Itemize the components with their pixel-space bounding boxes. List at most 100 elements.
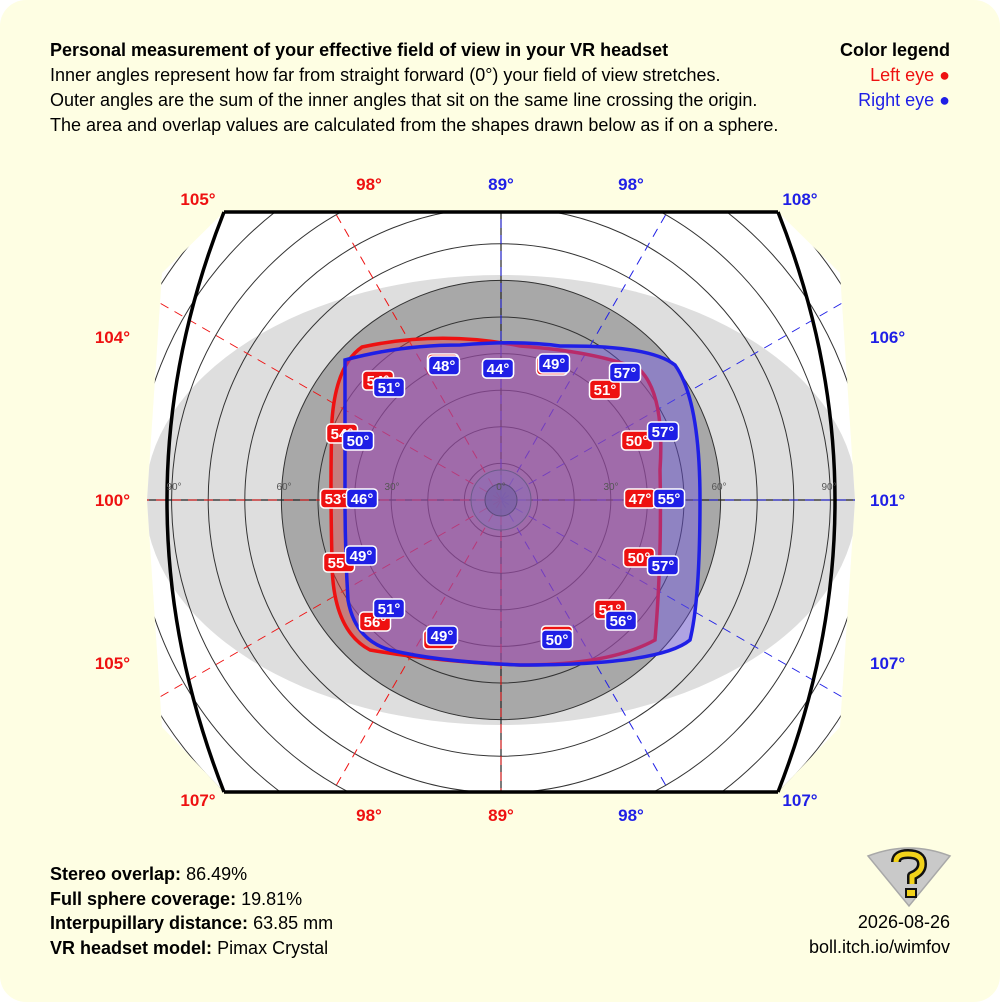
stat-coverage-value: 19.81% (241, 888, 303, 909)
right-eye-inner-label: 50° (540, 629, 574, 650)
right-eye-inner-label-text: 50° (347, 433, 370, 450)
footer: 2026-08-26 boll.itch.io/wimfov (809, 910, 950, 959)
right-eye-inner-label-bg (372, 598, 406, 619)
outer-label-bottom: 98° (356, 806, 382, 825)
outer-label-bottom: 107° (782, 791, 817, 810)
right-eye-inner-label-bg (646, 421, 680, 442)
right-eye-inner-label-bg (608, 362, 642, 383)
right-eye-inner-label-text: 55° (658, 491, 681, 508)
stat-ipd-value: 63.85 mm (253, 913, 334, 933)
legend-title: Color legend (839, 40, 950, 60)
legend-left-eye: Left eye ● (870, 65, 950, 85)
right-eye-inner-label: 49° (344, 545, 378, 566)
left-eye-inner-label-bg (588, 379, 622, 400)
stat-coverage: Full sphere coverage: 19.81% (50, 887, 333, 912)
right-eye-inner-label-bg (604, 610, 638, 631)
left-eye-inner-label-text: 50° (628, 550, 651, 567)
right-eye-inner-label-text: 51° (378, 380, 401, 397)
right-eye-inner-label-bg (540, 629, 574, 650)
spoke-150 (147, 249, 502, 501)
outer-label-bottom: 89° (488, 806, 514, 825)
right-eye-inner-label-text: 50° (546, 632, 569, 649)
stat-model: VR headset model: Pimax Crystal (50, 936, 333, 961)
ring-label: 90° (821, 482, 836, 493)
right-eye-inner-label-bg (646, 555, 680, 576)
wimfov-logo-icon (866, 847, 952, 908)
right-eye-inner-label-text: 46° (351, 491, 374, 508)
right-eye-inner-label-bg (345, 488, 379, 509)
spoke-120 (250, 212, 502, 501)
footer-date: 2026-08-26 (857, 912, 950, 932)
left-eye-inner-label-text: 51° (594, 382, 617, 399)
right-eye-inner-label-text: 44° (487, 361, 510, 378)
left-eye-inner-label-text: 53° (325, 491, 348, 508)
right-eye-inner-label-text: 49° (350, 548, 373, 565)
ring-label: 60° (276, 482, 291, 493)
right-eye-inner-label: 51° (372, 598, 406, 619)
left-eye-inner-label: 53° (319, 488, 353, 509)
outer-label-top: 108° (782, 190, 817, 209)
spoke-30 (500, 249, 855, 501)
outer-label-right: 107° (870, 654, 905, 673)
ring-label: 30° (384, 482, 399, 493)
left-eye-inner-label-text: 47° (629, 491, 652, 508)
outer-label-bottom: 98° (618, 806, 644, 825)
chart-title: Personal measurement of your effective f… (50, 40, 669, 60)
left-eye-inner-label: 50° (620, 430, 654, 451)
left-eye-inner-label: 47° (623, 488, 657, 509)
stats-panel: Stereo overlap: 86.49% Full sphere cover… (50, 862, 333, 960)
spoke-60 (500, 212, 752, 501)
legend-right-eye: Right eye ● (858, 90, 950, 110)
stat-ipd: Interpupillary distance: 63.85 mm (50, 911, 333, 936)
right-eye-inner-label-text: 57° (614, 365, 637, 382)
spoke-330 (500, 499, 855, 751)
right-eye-inner-label: 55° (652, 488, 686, 509)
spoke-300 (500, 499, 752, 792)
stat-model-value: Pimax Crystal (217, 937, 329, 958)
right-eye-inner-label: 49° (537, 353, 571, 374)
right-eye-inner-label: 57° (646, 555, 680, 576)
right-eye-inner-label: 46° (345, 488, 379, 509)
ring-label: 60° (711, 482, 726, 493)
ring-label: 90° (166, 482, 181, 493)
right-eye-inner-label-bg (481, 358, 515, 379)
stat-overlap: Stereo overlap: 86.49% (50, 862, 333, 887)
right-eye-inner-label: 51° (372, 377, 406, 398)
footer-url: boll.itch.io/wimfov (808, 936, 950, 957)
right-eye-inner-label-text: 57° (652, 424, 675, 441)
ring-label: 30° (603, 482, 618, 493)
right-eye-inner-label: 44° (481, 358, 515, 379)
right-eye-inner-label-bg (341, 430, 375, 451)
description-inner-angles: Inner angles represent how far from stra… (50, 65, 721, 85)
right-eye-inner-label: 57° (646, 421, 680, 442)
center-target-inner (484, 483, 518, 517)
outer-label-left: 105° (95, 654, 130, 673)
frame-right-arc (776, 211, 837, 793)
right-eye-inner-label-bg (652, 488, 686, 509)
outer-label-right: 101° (870, 491, 905, 510)
right-eye-inner-label-text: 48° (433, 358, 456, 375)
frame-left-arc (165, 211, 226, 793)
outer-label-top: 98° (618, 175, 644, 194)
ring-label: 0° (496, 482, 506, 493)
right-eye-inner-label: 57° (608, 362, 642, 383)
right-eye-inner-label-text: 49° (543, 356, 566, 373)
outer-label-left: 104° (95, 328, 130, 347)
right-eye-inner-label-text: 57° (652, 558, 675, 575)
description-outer-angles: Outer angles are the sum of the inner an… (50, 90, 758, 110)
outer-label-right: 106° (870, 328, 905, 347)
right-eye-inner-label-bg (372, 377, 406, 398)
outer-label-left: 100° (95, 491, 130, 510)
left-eye-inner-label-text: 55° (328, 555, 351, 572)
stat-model-label: VR headset model: (50, 937, 213, 958)
left-eye-inner-label: 51° (588, 379, 622, 400)
outer-label-top: 89° (488, 175, 514, 194)
spoke-210 (147, 499, 502, 751)
stat-overlap-value: 86.49% (186, 864, 248, 884)
stat-ipd-label: Interpupillary distance: (50, 913, 249, 933)
left-eye-inner-label-text: 50° (626, 433, 649, 450)
right-eye-inner-label-text: 51° (378, 601, 401, 618)
outer-label-top: 105° (180, 190, 215, 209)
